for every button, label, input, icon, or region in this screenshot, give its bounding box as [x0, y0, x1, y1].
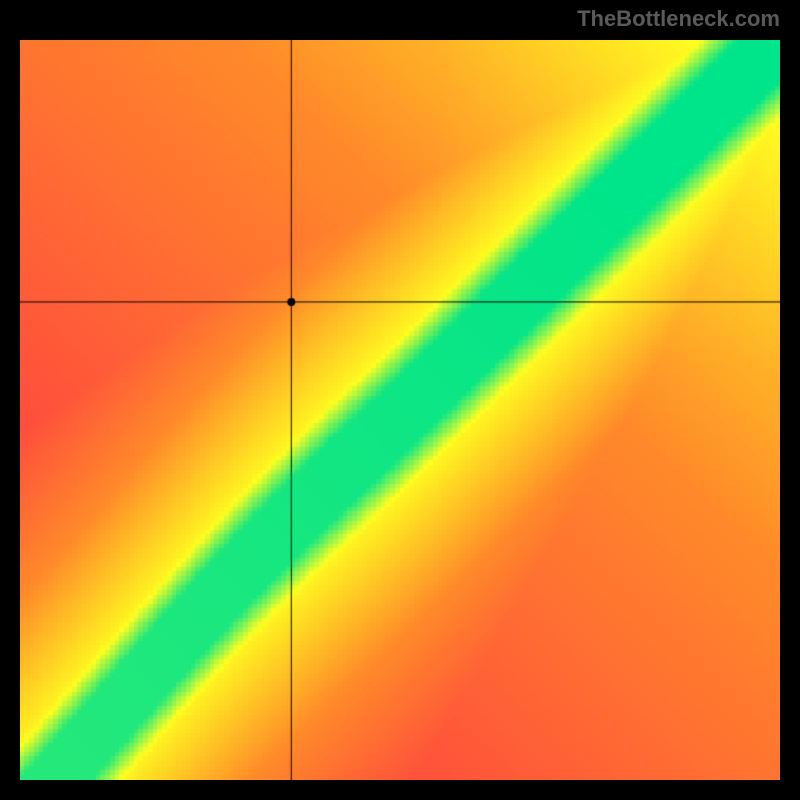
- chart-container: TheBottleneck.com: [0, 0, 800, 800]
- heatmap-canvas: [20, 40, 780, 780]
- watermark-text: TheBottleneck.com: [577, 6, 780, 32]
- plot-area: [20, 40, 780, 780]
